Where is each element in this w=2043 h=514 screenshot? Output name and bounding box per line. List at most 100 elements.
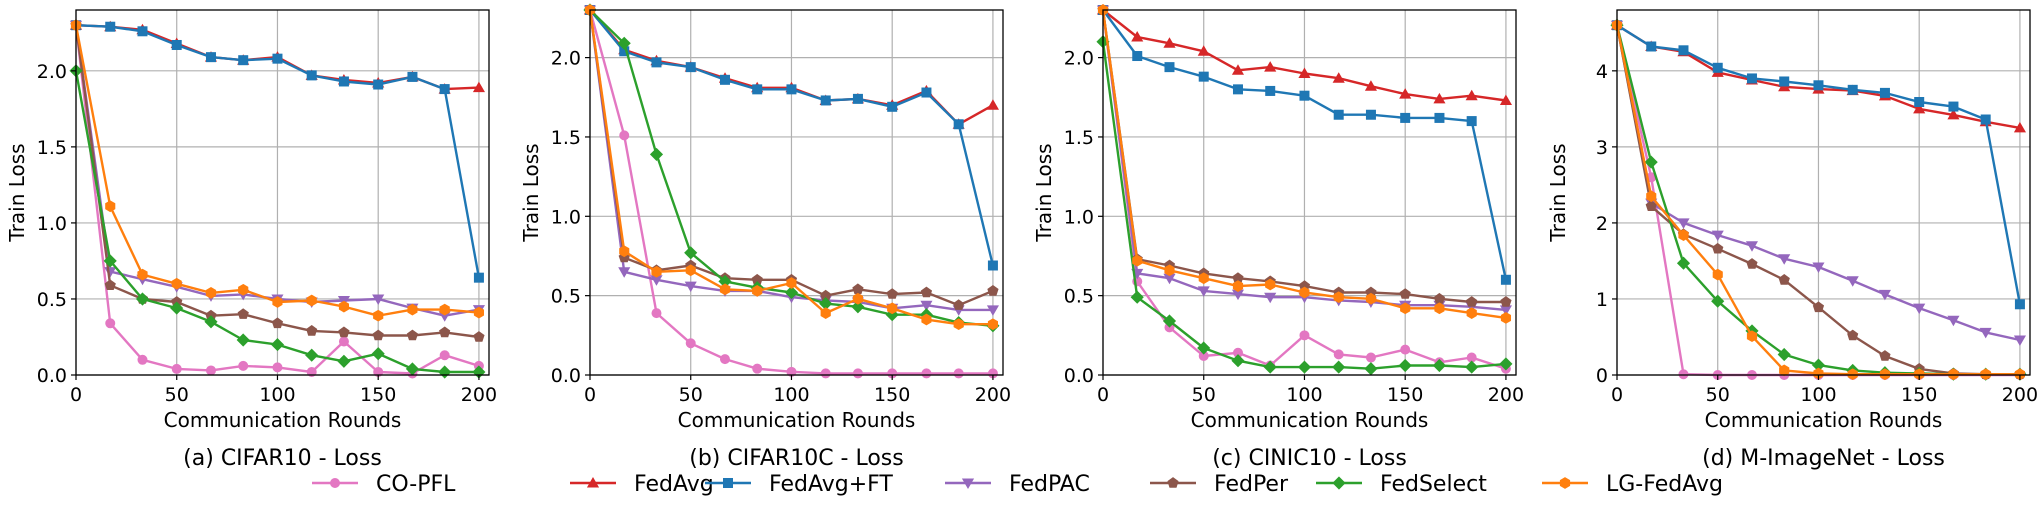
data-point-fedavg-ft <box>1879 87 1890 98</box>
x-tick-label: 100 <box>773 384 809 406</box>
data-point-fedavg <box>1197 45 1210 56</box>
chart-panel-4: 0 50 100 150 200 0 1 2 3 4 Communication Rounds Tra… <box>1546 9 2038 471</box>
data-point-lg-fedavg <box>1434 302 1445 315</box>
data-point-fedpac <box>986 305 999 316</box>
data-point-lg-fedavg <box>1500 312 1511 324</box>
data-point-co-pfl <box>1365 352 1376 363</box>
y-tick-label: 0.5 <box>37 289 67 311</box>
data-point-lg-fedavg <box>1198 272 1209 285</box>
data-point-co-pfl <box>272 362 283 373</box>
data-point-fedavg-ft <box>105 21 116 32</box>
data-point-lg-fedavg <box>1132 254 1143 267</box>
data-point-co-pfl <box>921 368 932 379</box>
data-point-fedpac <box>618 267 631 278</box>
legend: CO-PFL FedAvg FedAvg+FT FedPAC FedPer FedSele… <box>312 472 1723 497</box>
data-point-fedper <box>1746 258 1758 269</box>
gridlines <box>1616 10 2030 376</box>
series-group <box>583 3 1000 379</box>
x-axis-label: Communication Rounds <box>1705 408 1943 432</box>
data-point-fedselect <box>1231 354 1245 368</box>
data-point-fedselect <box>1644 155 1658 169</box>
data-point-fedavg-ft <box>205 52 216 63</box>
data-point-fedavg-ft <box>1466 116 1477 127</box>
data-point-fedselect <box>236 333 250 347</box>
data-point-fedpac <box>1947 315 1960 327</box>
data-point-fedper <box>473 331 485 342</box>
data-point-fedselect <box>438 365 452 379</box>
data-point-fedselect <box>1432 358 1446 373</box>
data-point-fedper <box>406 329 419 341</box>
y-tick-label: 0.0 <box>37 365 67 387</box>
x-tick-label: 150 <box>1387 384 1423 406</box>
x-tick-label: 0 <box>1611 384 1623 406</box>
data-point-fedselect <box>684 246 698 260</box>
data-point-fedavg-ft <box>1333 109 1344 120</box>
x-tick-label: 150 <box>1901 384 1937 406</box>
data-point-lg-fedavg <box>852 292 863 305</box>
legend-marker <box>586 477 600 488</box>
data-point-fedper <box>271 317 284 329</box>
data-point-fedper <box>987 285 999 296</box>
x-tick-label: 50 <box>1706 384 1730 406</box>
data-point-fedpac <box>372 294 385 305</box>
data-point-fedper <box>1812 301 1825 313</box>
data-point-fedavg-ft <box>1847 84 1858 95</box>
data-point-fedavg <box>986 99 999 110</box>
data-point-co-pfl <box>752 363 763 374</box>
data-point-fedavg <box>1433 92 1446 104</box>
data-point-fedper <box>1645 200 1657 212</box>
data-point-fedavg-ft <box>238 55 249 66</box>
data-point-co-pfl <box>1299 330 1310 341</box>
data-point-lg-fedavg <box>1365 292 1376 305</box>
x-tick-label: 200 <box>2002 384 2038 406</box>
data-point-fedpac <box>1264 292 1277 304</box>
chart-title: (d) M-ImageNet - Loss <box>1702 446 1945 471</box>
data-point-fedavg-ft <box>1265 85 1276 96</box>
data-point-fedper <box>1500 296 1512 307</box>
legend-label: FedSelect <box>1380 472 1487 497</box>
y-tick-label: 1 <box>1596 289 1608 311</box>
data-point-fedavg-ft <box>1400 112 1411 123</box>
series-group <box>1096 4 1513 376</box>
x-tick-label: 200 <box>461 384 497 406</box>
data-point-lg-fedavg <box>1847 368 1858 381</box>
data-point-co-pfl <box>338 336 349 347</box>
y-tick-label: 0 <box>1596 365 1608 387</box>
chart-title: (c) CINIC10 - Loss <box>1212 446 1407 471</box>
y-tick-label: 0.5 <box>1064 286 1094 308</box>
data-point-fedavg-ft <box>1646 41 1657 52</box>
legend-item-fedper: FedPer <box>1150 472 1289 497</box>
legend-marker <box>1332 476 1346 490</box>
data-point-fedavg-ft <box>1198 71 1209 82</box>
y-tick-label: 2.0 <box>37 61 67 83</box>
data-point-fedavg-ft <box>1132 51 1143 62</box>
y-axis-label: Train Loss <box>1032 143 1056 242</box>
x-axis-label: Communication Rounds <box>678 408 916 432</box>
data-point-fedper <box>1778 274 1790 285</box>
data-point-fedselect <box>204 315 218 329</box>
data-point-fedselect <box>135 292 150 306</box>
y-tick-label: 1.0 <box>1064 206 1094 228</box>
data-point-fedavg-ft <box>473 272 484 283</box>
data-point-lg-fedavg <box>752 285 763 297</box>
data-point-fedper <box>372 329 384 341</box>
data-point-fedavg-ft <box>953 119 964 130</box>
y-tick-label: 2.0 <box>1064 48 1094 70</box>
data-point-fedper <box>1847 329 1859 341</box>
data-point-fedpac <box>1846 276 1859 287</box>
y-tick-label: 3 <box>1596 137 1608 159</box>
data-point-fedavg-ft <box>786 84 797 95</box>
data-point-fedavg-ft <box>2014 299 2025 310</box>
data-point-co-pfl <box>306 366 317 377</box>
data-point-fedpac <box>1778 254 1791 265</box>
data-point-co-pfl <box>1333 349 1344 360</box>
data-point-lg-fedavg <box>887 302 898 315</box>
data-point-fedavg <box>1332 72 1345 83</box>
data-point-fedper <box>237 308 249 319</box>
y-tick-label: 1.5 <box>37 137 67 159</box>
data-point-lg-fedavg <box>205 287 217 299</box>
x-tick-label: 200 <box>975 384 1011 406</box>
data-point-fedavg-ft <box>1678 45 1689 56</box>
data-point-co-pfl <box>171 363 182 374</box>
